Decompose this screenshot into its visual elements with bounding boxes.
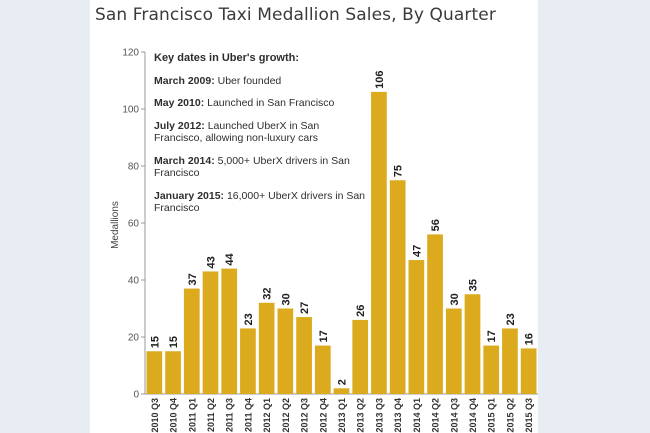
chart-title: San Francisco Taxi Medallion Sales, By Q… — [95, 5, 496, 25]
x-tick-label: 2012 Q3 — [300, 398, 310, 433]
y-tick-label: 120 — [122, 48, 139, 59]
x-tick-label: 2012 Q1 — [262, 398, 272, 433]
annotation-date: May 2010: — [154, 97, 205, 109]
y-tick-label: 0 — [133, 390, 139, 401]
bar — [296, 317, 312, 394]
x-tick-label: 2013 Q3 — [374, 398, 384, 433]
annotation-date: January 2015: — [154, 189, 225, 202]
bar — [258, 302, 275, 394]
x-tick-label: 2014 Q2 — [431, 398, 441, 433]
bar-value-label: 44 — [224, 252, 236, 265]
x-tick-label: 2013 Q1 — [337, 398, 347, 433]
y-tick-label: 100 — [122, 105, 139, 116]
bar — [333, 388, 350, 394]
x-tick-label: 2013 Q4 — [393, 398, 403, 433]
bar-value-label: 30 — [449, 293, 461, 305]
bar — [520, 348, 537, 394]
bar-value-label: 26 — [355, 305, 367, 317]
x-tick-label: 2014 Q4 — [468, 398, 478, 433]
annotation-item: January 2015: 16,000+ UberX drivers in S… — [154, 190, 369, 215]
annotation-text: 5,000+ UberX drivers in San Francisco — [154, 154, 350, 180]
annotation-heading: Key dates in Uber's growth: — [154, 52, 300, 64]
annotation-item: May 2010: Launched in San Francisco — [154, 97, 369, 110]
bar — [408, 260, 425, 394]
y-tick-label: 20 — [128, 333, 140, 344]
bar — [389, 180, 406, 394]
bar — [314, 345, 331, 394]
x-tick-label: 2011 Q1 — [187, 398, 197, 432]
annotation-item: March 2009: Uber founded — [154, 75, 369, 88]
bar — [371, 91, 387, 395]
bar — [427, 234, 443, 394]
bar-value-label: 23 — [505, 313, 517, 325]
bar-value-label: 106 — [374, 71, 386, 89]
bar — [165, 351, 181, 394]
x-tick-label: 2010 Q3 — [150, 398, 160, 433]
x-tick-label: 2011 Q4 — [243, 398, 253, 432]
annotation-text: 16,000+ UberX drivers in San Francisco — [154, 189, 366, 215]
bar — [464, 294, 481, 394]
x-tick-label: 2011 Q3 — [225, 398, 235, 432]
bar — [502, 328, 518, 394]
bar-value-label: 16 — [524, 333, 536, 345]
annotation-text: Uber founded — [214, 74, 282, 87]
annotation-text: Launched in San Francisco — [204, 97, 335, 109]
bar-value-label: 27 — [299, 302, 311, 314]
bar-value-label: 43 — [206, 256, 218, 268]
x-tick-label: 2011 Q2 — [206, 398, 216, 432]
y-axis-label: Medallions — [110, 201, 121, 249]
bar — [277, 308, 294, 394]
annotation-date: March 2014: — [154, 154, 215, 167]
bar-value-label: 23 — [243, 313, 255, 325]
x-tick-label: 2015 Q2 — [505, 398, 515, 433]
annotation-text: Launched UberX in San Francisco, allowin… — [154, 119, 320, 145]
bar-value-label: 56 — [430, 219, 442, 231]
x-tick-label: 2012 Q2 — [281, 398, 291, 433]
bar — [202, 271, 219, 394]
chart-panel — [90, 0, 538, 433]
x-tick-label: 2014 Q1 — [412, 398, 422, 433]
y-tick-label: 40 — [128, 276, 140, 287]
bar-value-label: 17 — [318, 330, 330, 342]
x-tick-label: 2015 Q3 — [524, 398, 534, 433]
annotation-date: March 2009: — [154, 74, 215, 87]
annotation-item: July 2012: Launched UberX in San Francis… — [154, 120, 369, 145]
bar — [183, 288, 200, 394]
bar-value-label: 37 — [187, 273, 199, 285]
bar-value-label: 47 — [411, 245, 423, 257]
annotation-box: Key dates in Uber's growth: March 2009: … — [154, 52, 369, 225]
bar-value-label: 15 — [168, 336, 180, 348]
x-tick-label: 2012 Q4 — [318, 398, 328, 433]
x-tick-label: 2015 Q1 — [487, 398, 497, 433]
bar-value-label: 75 — [393, 165, 405, 177]
annotation-date: July 2012: — [154, 119, 205, 132]
x-tick-label: 2010 Q4 — [169, 398, 179, 433]
bar-value-label: 30 — [280, 293, 292, 305]
bar-value-label: 2 — [337, 379, 349, 385]
annotation-item: March 2014: 5,000+ UberX drivers in San … — [154, 155, 369, 180]
bar — [483, 345, 500, 394]
bar — [352, 319, 369, 394]
bar-value-label: 17 — [486, 330, 498, 342]
bar-value-label: 35 — [468, 279, 480, 291]
bar — [146, 351, 163, 394]
x-tick-label: 2014 Q3 — [449, 398, 459, 433]
bar-value-label: 32 — [262, 288, 274, 300]
y-tick-label: 60 — [128, 219, 140, 230]
bar — [221, 268, 238, 394]
bar — [240, 328, 256, 394]
y-tick-label: 80 — [128, 162, 140, 173]
bar — [445, 308, 462, 394]
bar-value-label: 15 — [149, 336, 161, 348]
x-tick-label: 2013 Q2 — [356, 398, 366, 433]
